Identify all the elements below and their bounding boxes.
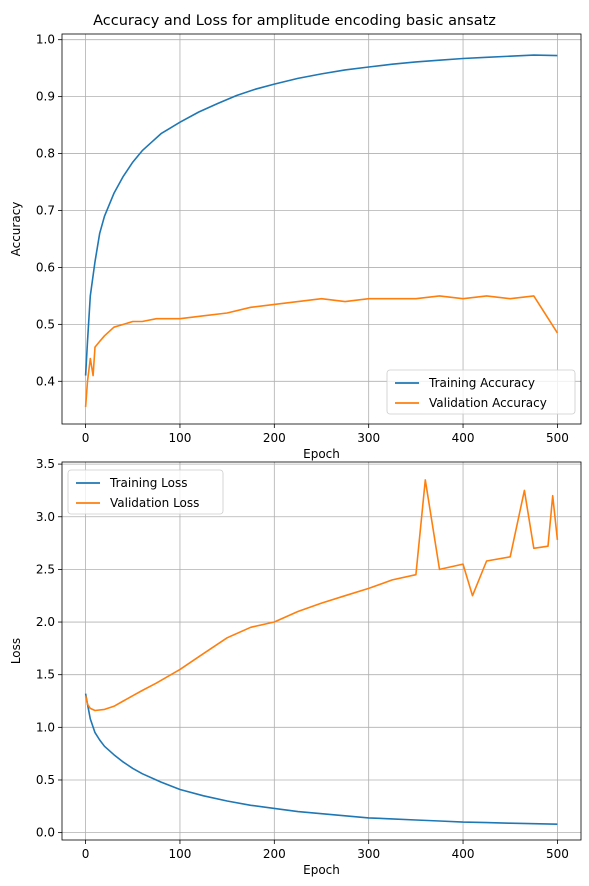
loss-series-training-loss — [84, 693, 558, 825]
loss-ytick-label-6: 3.0 — [36, 510, 55, 524]
loss-legend-box — [67, 469, 224, 515]
loss-legend: Training Loss Validation Loss — [67, 469, 224, 515]
loss-xtick-label-0: 0 — [82, 847, 90, 861]
accuracy-legend-label-training-accuracy: Training Accuracy — [428, 376, 535, 390]
loss-xtick-label-5: 500 — [546, 847, 569, 861]
loss-ytick-label-4: 2.0 — [36, 615, 55, 629]
loss-plot: 0 100 200 300 400 500 0.0 0.5 1.0 1.5 2.0 2.5 3.0 3.5… — [9, 457, 582, 877]
accuracy-ytick-label-3: 0.7 — [36, 203, 55, 217]
figure-title: Accuracy and Loss for amplitude encoding… — [93, 13, 496, 29]
accuracy-series-training-accuracy — [84, 54, 558, 376]
loss-legend-label-validation-loss: Validation Loss — [110, 496, 199, 510]
loss-series-validation-loss — [84, 479, 559, 712]
loss-xtick-label-3: 300 — [357, 847, 380, 861]
accuracy-legend: Training Accuracy Validation Accuracy — [386, 369, 576, 415]
loss-ytick-label-5: 2.5 — [36, 562, 55, 576]
loss-xtick-label-4: 400 — [452, 847, 475, 861]
accuracy-axes-frame — [61, 33, 582, 425]
loss-ytick-label-0: 0.0 — [36, 826, 55, 840]
accuracy-xtick-label-4: 400 — [452, 431, 475, 445]
accuracy-legend-box — [386, 369, 576, 415]
loss-ytick-label-3: 1.5 — [36, 668, 55, 682]
accuracy-ytick-label-4: 0.8 — [36, 147, 55, 161]
accuracy-xlabel: Epoch — [303, 447, 340, 461]
loss-ytick-label-1: 0.5 — [36, 773, 55, 787]
accuracy-xtick-label-3: 300 — [357, 431, 380, 445]
accuracy-xtick-label-0: 0 — [82, 431, 90, 445]
accuracy-ytick-label-1: 0.5 — [36, 317, 55, 331]
loss-xlabel: Epoch — [303, 863, 340, 877]
accuracy-series-validation-accuracy — [84, 295, 559, 407]
accuracy-legend-label-validation-accuracy: Validation Accuracy — [429, 396, 547, 410]
loss-xtick-label-1: 100 — [169, 847, 192, 861]
accuracy-plot: 0 100 200 300 400 500 0.4 0.5 0.6 0.7 0.8 0.9 1.0 Epo… — [9, 33, 582, 461]
loss-ytick-label-2: 1.0 — [36, 720, 55, 734]
loss-legend-label-training-loss: Training Loss — [109, 476, 187, 490]
accuracy-ytick-label-2: 0.6 — [36, 260, 55, 274]
accuracy-xtick-label-5: 500 — [546, 431, 569, 445]
loss-axes-frame — [61, 461, 582, 841]
accuracy-ytick-label-5: 0.9 — [36, 90, 55, 104]
accuracy-ytick-label-6: 1.0 — [36, 33, 55, 47]
loss-xtick-label-2: 200 — [263, 847, 286, 861]
accuracy-ylabel: Accuracy — [9, 202, 23, 257]
loss-ytick-label-7: 3.5 — [36, 457, 55, 471]
accuracy-xtick-label-1: 100 — [169, 431, 192, 445]
accuracy-xtick-label-2: 200 — [263, 431, 286, 445]
accuracy-ytick-label-0: 0.4 — [36, 374, 55, 388]
loss-ylabel: Loss — [9, 638, 23, 664]
